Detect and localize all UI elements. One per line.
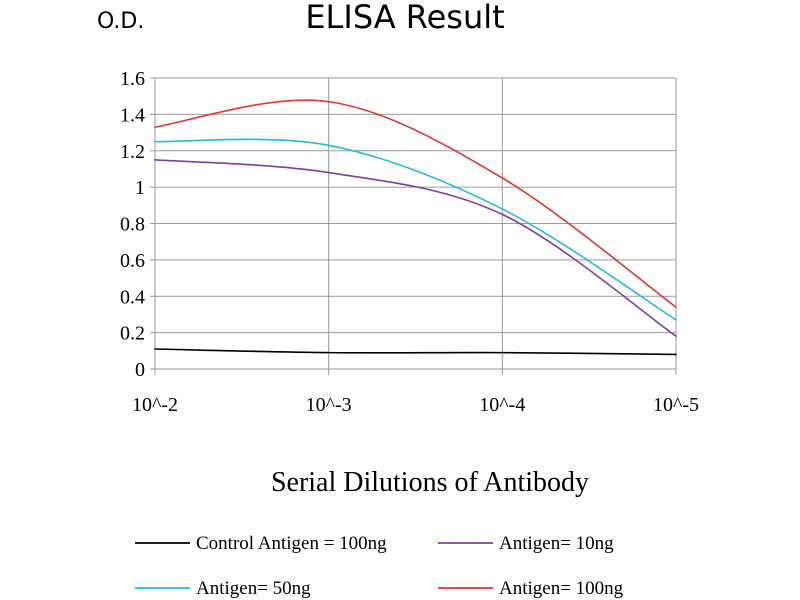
series-line-1 (154, 348, 677, 356)
y-tick-label: 1.6 (120, 68, 145, 90)
legend-label-4: Antigen= 100ng (499, 578, 624, 599)
y-tick-label: 0 (135, 359, 145, 381)
x-tick-label: 10^-3 (306, 394, 352, 416)
x-tick-label: 10^-2 (132, 394, 178, 416)
y-tick-label: 0.2 (120, 323, 145, 345)
y-tick-label: 0.4 (120, 286, 145, 308)
x-tick-label: 10^-4 (479, 394, 525, 416)
legend-label-2: Antigen= 10ng (499, 533, 614, 554)
x-axis-label: Serial Dilutions of Antibody (271, 467, 589, 498)
y-tick-label: 0.6 (120, 250, 145, 272)
series-line-4 (154, 99, 677, 308)
y-tick-label: 1.4 (120, 104, 145, 126)
legend: Control Antigen = 100ng Antigen= 10ng Anti… (135, 533, 624, 599)
series-line-2 (154, 159, 677, 338)
legend-label-3: Antigen= 50ng (196, 578, 311, 599)
y-axis-label: O.D. (97, 9, 144, 34)
y-tick-label: 1 (135, 177, 145, 199)
series-line-3 (154, 138, 677, 321)
plot-area: 0 0.2 0.4 0.6 0.8 1 1.2 1.4 1.6 10^-2 10^-3 10^-4 10… (120, 68, 699, 416)
chart-title: ELISA Result (305, 0, 504, 36)
y-tick-label: 1.2 (120, 141, 145, 163)
y-tick-label: 0.8 (120, 214, 145, 236)
legend-label-1: Control Antigen = 100ng (196, 533, 387, 554)
x-tick-label: 10^-5 (653, 394, 699, 416)
